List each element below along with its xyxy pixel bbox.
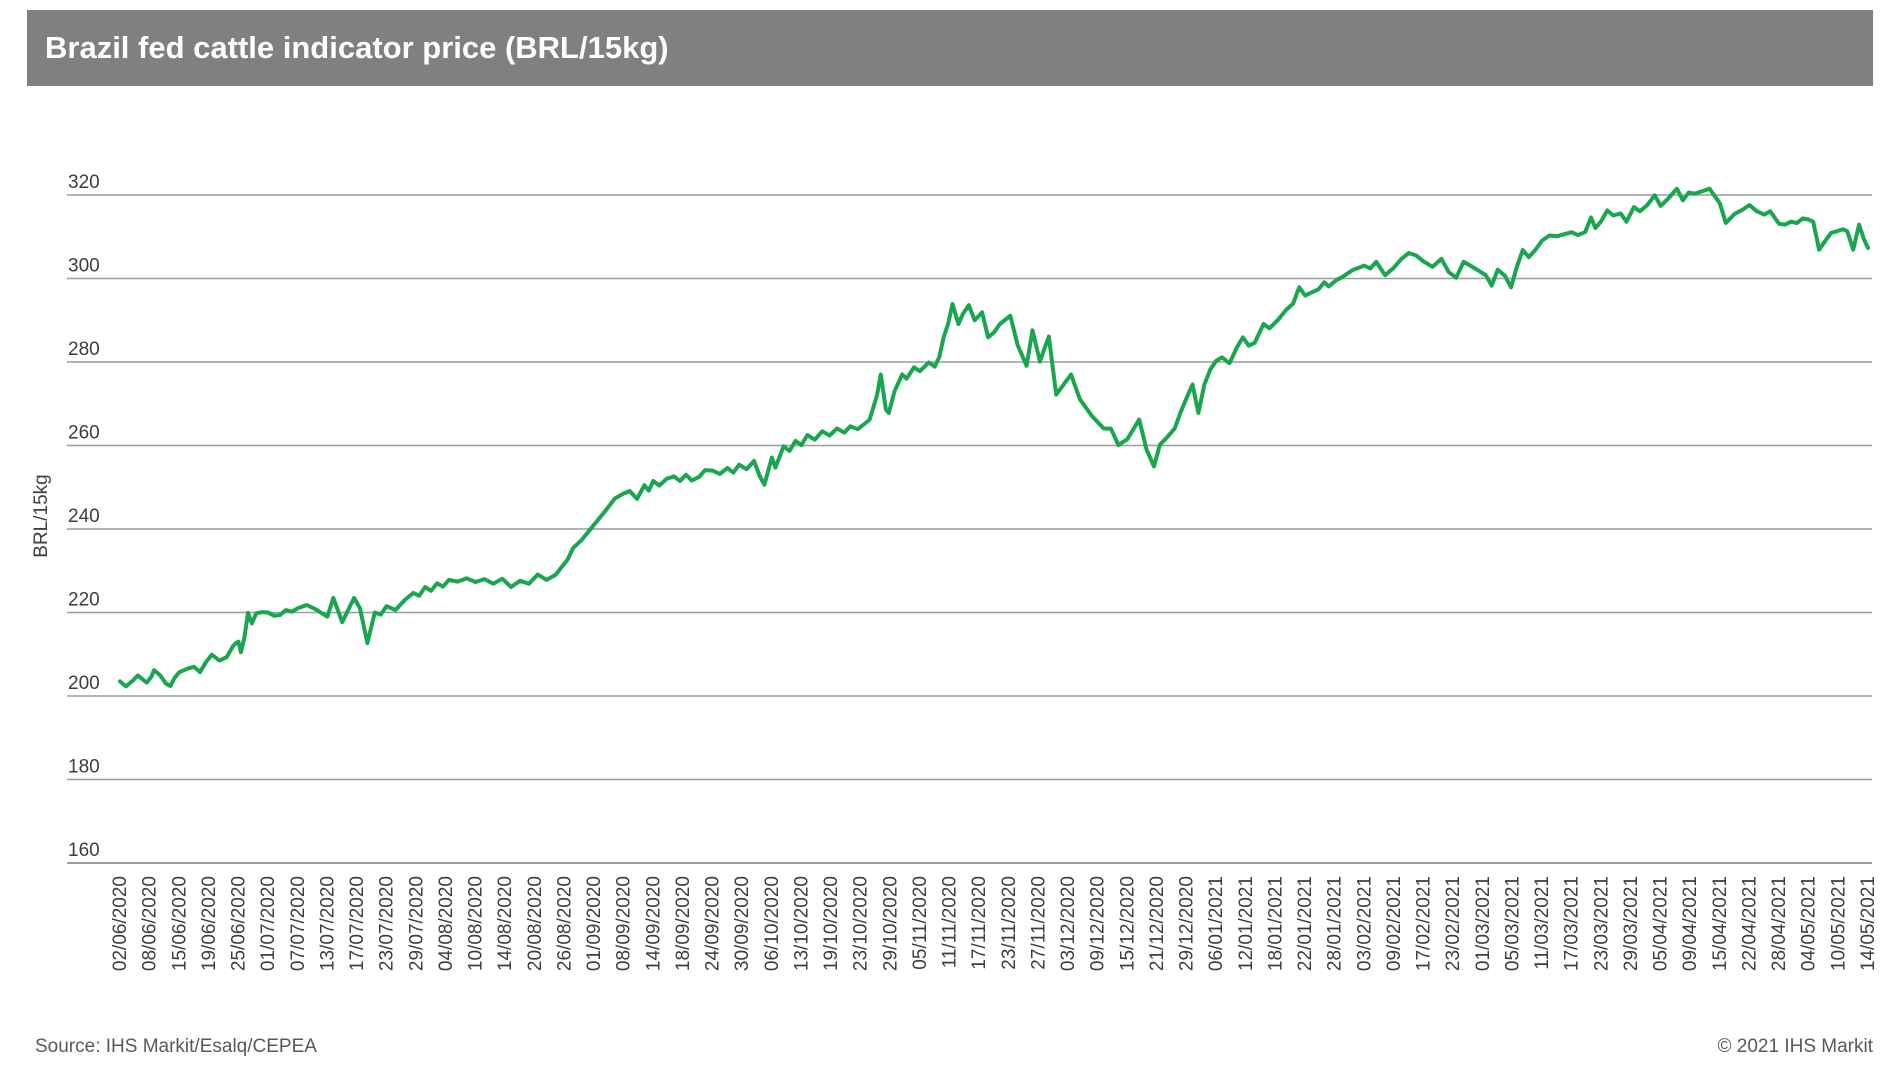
- y-tick-label: 260: [68, 423, 100, 444]
- x-tick-label: 30/09/2020: [732, 876, 753, 971]
- x-tick-label: 17/07/2020: [347, 876, 368, 971]
- x-tick-label: 29/07/2020: [406, 876, 427, 971]
- x-tick-label: 23/10/2020: [851, 876, 872, 971]
- x-tick-label: 11/03/2021: [1532, 876, 1553, 970]
- x-tick-label: 28/01/2021: [1325, 876, 1346, 971]
- y-tick-label: 300: [68, 256, 100, 277]
- x-tick-label: 04/08/2020: [436, 876, 457, 971]
- y-tick-label: 240: [68, 506, 100, 527]
- y-tick-label: 320: [68, 172, 100, 193]
- x-tick-label: 17/11/2020: [969, 876, 990, 970]
- x-tick-label: 19/06/2020: [199, 876, 220, 971]
- x-tick-label: 15/04/2021: [1710, 876, 1731, 971]
- x-tick-label: 13/10/2020: [791, 876, 812, 971]
- x-tick-label: 15/12/2020: [1117, 876, 1138, 971]
- x-tick-label: 21/12/2020: [1147, 876, 1168, 971]
- x-tick-label: 09/12/2020: [1088, 876, 1109, 971]
- x-tick-label: 07/07/2020: [288, 876, 309, 971]
- x-tick-label: 14/08/2020: [495, 876, 516, 971]
- x-tick-label: 09/04/2021: [1680, 876, 1701, 971]
- y-tick-label: 280: [68, 339, 100, 360]
- y-tick-label: 220: [68, 590, 100, 611]
- x-tick-label: 05/11/2020: [910, 876, 931, 970]
- x-tick-label: 28/04/2021: [1769, 876, 1790, 971]
- x-tick-label: 29/03/2021: [1621, 876, 1642, 971]
- y-tick-label: 200: [68, 673, 100, 694]
- x-tick-label: 12/01/2021: [1236, 876, 1257, 971]
- source-note: Source: IHS Markit/Esalq/CEPEA: [35, 1036, 317, 1057]
- x-tick-label: 18/01/2021: [1265, 876, 1286, 971]
- x-tick-label: 14/09/2020: [643, 876, 664, 971]
- x-tick-label: 06/01/2021: [1206, 876, 1227, 971]
- x-tick-label: 01/03/2021: [1473, 876, 1494, 971]
- copyright-note: © 2021 IHS Markit: [1717, 1036, 1874, 1057]
- x-tick-label: 27/11/2020: [1028, 876, 1049, 970]
- x-tick-label: 29/12/2020: [1177, 876, 1198, 971]
- x-tick-label: 17/02/2021: [1414, 876, 1435, 971]
- x-tick-label: 01/09/2020: [584, 876, 605, 971]
- x-tick-label: 08/06/2020: [140, 876, 161, 971]
- x-tick-label: 09/02/2021: [1384, 876, 1405, 971]
- x-tick-label: 26/08/2020: [554, 876, 575, 971]
- price-line: [118, 186, 1870, 689]
- x-tick-label: 18/09/2020: [673, 876, 694, 971]
- x-tick-label: 22/01/2021: [1295, 876, 1316, 971]
- x-tick-label: 05/03/2021: [1502, 876, 1523, 971]
- title-bar: Brazil fed cattle indicator price (BRL/1…: [27, 10, 1873, 86]
- x-tick-label: 01/07/2020: [258, 876, 279, 971]
- y-tick-label: 180: [68, 757, 100, 778]
- x-tick-label: 23/07/2020: [377, 876, 398, 971]
- x-tick-label: 03/02/2021: [1354, 876, 1375, 971]
- x-tick-label: 23/03/2021: [1591, 876, 1612, 971]
- x-tick-label: 10/05/2021: [1828, 876, 1849, 971]
- x-tick-label: 05/04/2021: [1651, 876, 1672, 971]
- x-tick-label: 04/05/2021: [1799, 876, 1820, 971]
- x-tick-label: 02/06/2020: [110, 876, 131, 971]
- x-tick-label: 11/11/2020: [940, 876, 961, 968]
- x-tick-label: 06/10/2020: [762, 876, 783, 971]
- x-tick-label: 13/07/2020: [317, 876, 338, 971]
- x-tick-label: 20/08/2020: [525, 876, 546, 971]
- x-tick-label: 23/02/2021: [1443, 876, 1464, 971]
- x-tick-label: 17/03/2021: [1562, 876, 1583, 971]
- x-tick-label: 14/05/2021: [1858, 876, 1879, 971]
- x-tick-label: 08/09/2020: [614, 876, 635, 971]
- x-tick-label: 25/06/2020: [229, 876, 250, 971]
- x-tick-label: 19/10/2020: [821, 876, 842, 971]
- y-tick-label: 160: [68, 840, 100, 861]
- x-tick-label: 29/10/2020: [880, 876, 901, 971]
- x-tick-label: 03/12/2020: [1058, 876, 1079, 971]
- x-tick-label: 24/09/2020: [703, 876, 724, 971]
- x-tick-label: 10/08/2020: [466, 876, 487, 971]
- page-title: Brazil fed cattle indicator price (BRL/1…: [45, 30, 669, 65]
- x-tick-label: 22/04/2021: [1739, 876, 1760, 971]
- x-tick-label: 15/06/2020: [169, 876, 190, 971]
- x-tick-label: 23/11/2020: [999, 876, 1020, 970]
